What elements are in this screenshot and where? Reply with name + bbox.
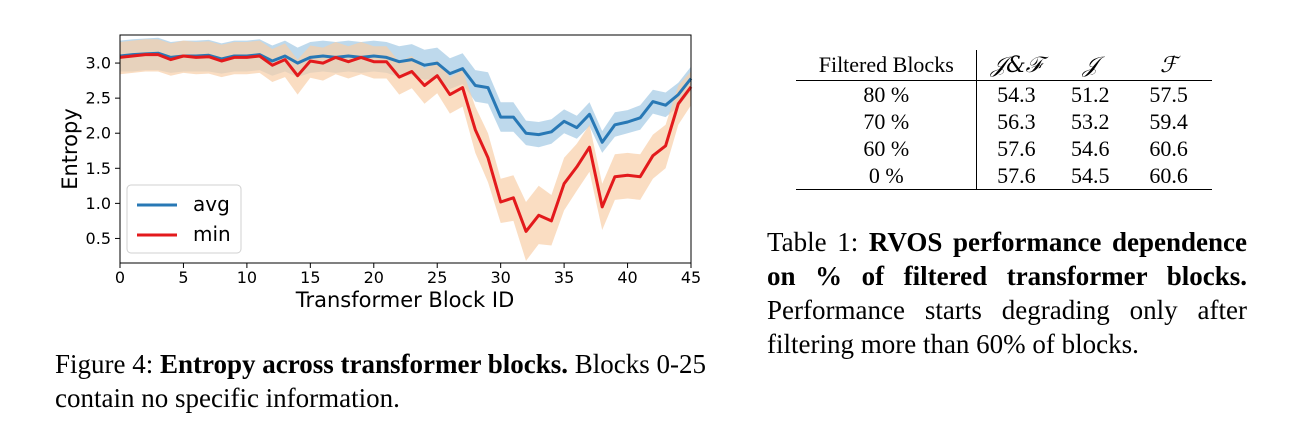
- y-tick-label: 2.5: [86, 89, 111, 108]
- table-caption-label: Table 1:: [767, 227, 859, 257]
- y-tick-label: 1.5: [86, 159, 111, 178]
- x-axis-label: Transformer Block ID: [295, 288, 515, 312]
- series-band-min: [120, 39, 691, 261]
- y-tick-label: 3.0: [86, 54, 111, 73]
- table-caption-title: RVOS performance dependence on % of filt…: [767, 227, 1248, 291]
- table-row: 70 % 56.3 53.2 59.4: [796, 108, 1212, 135]
- table-header-row: Filtered Blocks 𝒥&ℱ 𝒥 ℱ: [796, 50, 1212, 81]
- y-axis-label: Entropy: [58, 108, 82, 190]
- table-cell: 57.6: [976, 162, 1056, 190]
- x-tick-label: 5: [178, 268, 188, 287]
- table-cell: 60.6: [1125, 162, 1212, 190]
- x-tick-label: 0: [115, 268, 125, 287]
- table-caption: Table 1: RVOS performance dependence on …: [767, 225, 1247, 361]
- table-cell: 70 %: [796, 108, 978, 135]
- table-cell: 54.5: [1055, 162, 1126, 190]
- plot-frame: [119, 34, 692, 264]
- figure-caption: Figure 4: Entropy across transformer blo…: [55, 347, 735, 415]
- chart-legend: avg min: [126, 184, 242, 254]
- table-cell: 53.2: [1071, 108, 1110, 134]
- x-tick-label: 25: [427, 268, 447, 287]
- figure-caption-text: Blocks 0-25 contain no specific informat…: [55, 349, 706, 413]
- x-tick-label: 10: [237, 268, 257, 287]
- table-row: 80 % 54.3 51.2 57.5: [796, 80, 1212, 108]
- figure-caption-title: Entropy across transformer blocks.: [160, 349, 568, 379]
- results-table: Filtered Blocks 𝒥&ℱ 𝒥 ℱ 80 % 54.3 51.2 5…: [796, 50, 1212, 190]
- table-row: 60 % 57.6 54.6 60.6: [796, 135, 1212, 162]
- table-cell: 51.2: [1071, 81, 1110, 107]
- y-tick-label: 1.0: [86, 194, 111, 213]
- series-line-min: [119, 53, 693, 233]
- table-cell: 56.3: [997, 108, 1036, 134]
- table-cell: 54.6: [1071, 135, 1110, 161]
- table-cell: 0 %: [796, 162, 978, 190]
- table-cell: 57.5: [1149, 81, 1188, 107]
- header-j: 𝒥: [1055, 50, 1126, 81]
- table-caption-text: Performance starts degrading only after …: [767, 295, 1247, 359]
- header-jf: 𝒥&ℱ: [976, 50, 1056, 81]
- table-cell: 60.6: [1149, 135, 1188, 161]
- series-line-avg: [119, 51, 693, 144]
- header-f: ℱ: [1125, 50, 1212, 81]
- legend-label-min: min: [193, 222, 231, 246]
- table-cell: 80 %: [796, 80, 978, 108]
- figure-caption-label: Figure 4:: [55, 349, 154, 379]
- legend-label-avg: avg: [193, 192, 230, 216]
- table-cell: 54.3: [997, 81, 1036, 107]
- table-cell: 60 %: [796, 135, 978, 162]
- x-tick-label: 15: [300, 268, 320, 287]
- x-tick-label: 20: [364, 268, 384, 287]
- x-tick-label: 30: [490, 268, 510, 287]
- x-tick-label: 35: [554, 268, 574, 287]
- x-tick-label: 40: [617, 268, 637, 287]
- table-cell: 59.4: [1149, 108, 1188, 134]
- x-tick-label: 45: [681, 268, 701, 287]
- y-tick-label: 0.5: [86, 229, 111, 248]
- table-row: 0 % 57.6 54.5 60.6: [796, 162, 1212, 190]
- y-tick-label: 2.0: [86, 124, 111, 143]
- table-cell: 57.6: [997, 135, 1036, 161]
- header-filtered-blocks: Filtered Blocks: [796, 50, 978, 81]
